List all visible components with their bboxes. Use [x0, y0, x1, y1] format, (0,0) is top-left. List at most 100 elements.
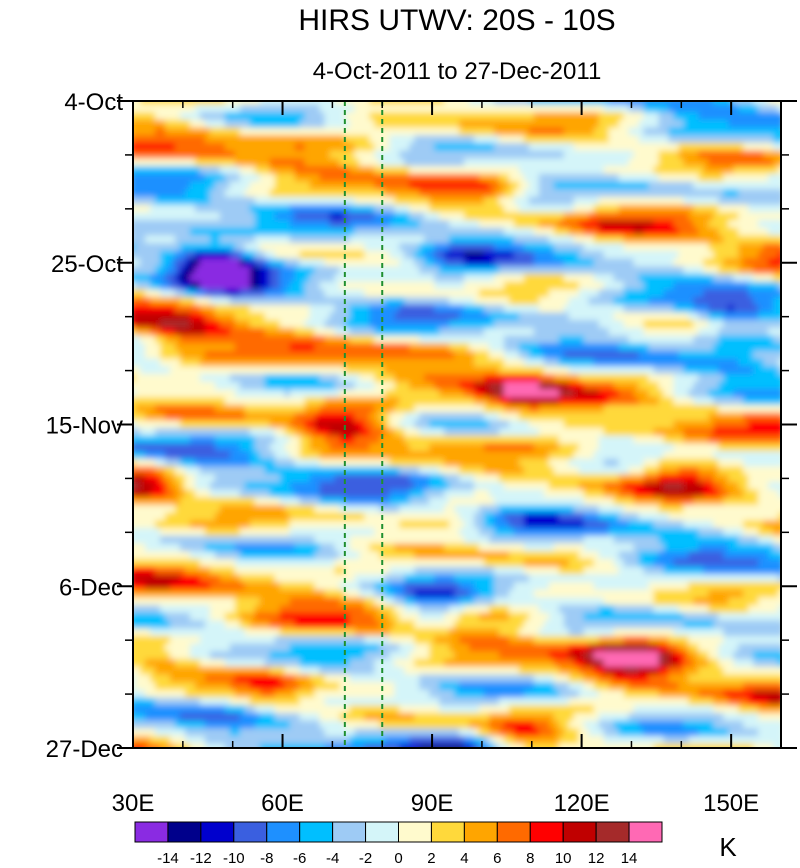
heat-cell — [439, 366, 445, 375]
heat-cell — [623, 312, 630, 321]
heat-cell — [673, 312, 680, 321]
heat-cell — [663, 304, 670, 314]
heat-cell — [439, 112, 445, 121]
heat-cell — [618, 374, 625, 383]
heat-cell — [753, 297, 759, 306]
heat-cell — [309, 142, 316, 152]
heat-cell — [424, 304, 430, 314]
heat-cell — [329, 350, 336, 360]
heat-cell — [294, 266, 301, 275]
heat-cell — [474, 320, 480, 329]
heat-cell — [374, 358, 381, 368]
heat-cell — [668, 112, 675, 121]
heat-cell — [254, 312, 261, 321]
heat-cell — [768, 227, 774, 237]
heat-cell — [145, 212, 151, 221]
heat-cell — [409, 196, 416, 206]
heat-cell — [743, 204, 749, 214]
heat-cell — [329, 273, 336, 283]
heat-cell — [633, 204, 640, 214]
heat-cell — [479, 358, 485, 368]
heat-cell — [334, 181, 341, 190]
heat-cell — [513, 289, 520, 298]
heat-cell — [189, 243, 196, 252]
heat-cell — [449, 335, 455, 345]
heat-cell — [658, 204, 665, 214]
heat-cell — [464, 289, 470, 298]
heat-cell — [583, 312, 590, 321]
heat-cell — [663, 350, 670, 360]
heat-cell — [334, 374, 341, 383]
heat-cell — [653, 135, 660, 144]
heat-cell — [444, 366, 450, 375]
heat-cell — [160, 366, 166, 375]
heat-cell — [304, 266, 311, 275]
heat-cell — [249, 181, 256, 190]
heat-cell — [718, 281, 725, 291]
heat-cell — [763, 196, 769, 206]
heat-cell — [538, 289, 545, 298]
heat-cell — [374, 204, 381, 214]
heat-cell — [708, 335, 715, 345]
heat-cell — [294, 358, 301, 368]
heat-cell — [389, 173, 396, 183]
heat-cell — [399, 166, 406, 175]
heat-cell — [553, 104, 560, 113]
heat-cell — [254, 119, 261, 129]
heat-cell — [309, 350, 316, 360]
heat-cell — [493, 304, 500, 314]
heat-cell — [623, 297, 630, 306]
heat-cell — [758, 350, 764, 360]
heat-cell — [479, 158, 485, 167]
heat-cell — [199, 243, 206, 252]
heat-cell — [573, 112, 580, 121]
heat-cell — [698, 219, 705, 229]
heat-cell — [593, 158, 600, 167]
heat-cell — [214, 189, 221, 198]
heat-cell — [508, 212, 515, 221]
heat-cell — [145, 297, 151, 306]
heat-cell — [603, 297, 610, 306]
heat-cell — [324, 304, 331, 314]
heat-cell — [603, 212, 610, 221]
heat-cell — [449, 374, 455, 383]
heat-cell — [329, 374, 336, 383]
heat-cell — [229, 350, 236, 360]
heat-cell — [155, 243, 161, 252]
heat-cell — [224, 150, 231, 160]
heat-cell — [603, 327, 610, 337]
heat-cell — [558, 142, 565, 152]
heat-cell — [758, 335, 764, 345]
heat-cell — [593, 189, 600, 198]
heat-cell — [394, 358, 401, 368]
heat-cell — [723, 166, 730, 175]
heat-cell — [349, 119, 356, 129]
heat-cell — [708, 289, 715, 298]
heat-cell — [309, 381, 316, 391]
heat-cell — [224, 227, 231, 237]
heat-cell — [673, 374, 680, 383]
heat-cell — [150, 273, 156, 283]
heat-cell — [728, 335, 735, 345]
heat-cell — [194, 127, 201, 137]
heat-cell — [304, 204, 311, 214]
heat-cell — [244, 250, 251, 260]
heat-cell — [713, 297, 720, 306]
heat-cell — [753, 250, 759, 260]
heat-cell — [459, 181, 465, 190]
heat-cell — [693, 381, 700, 391]
heat-cell — [638, 212, 645, 221]
heat-cell — [239, 273, 246, 283]
heat-cell — [165, 273, 171, 283]
heat-cell — [194, 219, 201, 229]
heat-cell — [419, 243, 425, 252]
heat-cell — [538, 189, 545, 198]
heat-cell — [573, 335, 580, 345]
heat-cell — [374, 381, 381, 391]
heat-cell — [409, 266, 416, 275]
heat-cell — [763, 343, 769, 352]
heat-cell — [214, 112, 221, 121]
heat-cell — [244, 366, 251, 375]
heat-cell — [479, 250, 485, 260]
heat-cell — [324, 366, 331, 375]
